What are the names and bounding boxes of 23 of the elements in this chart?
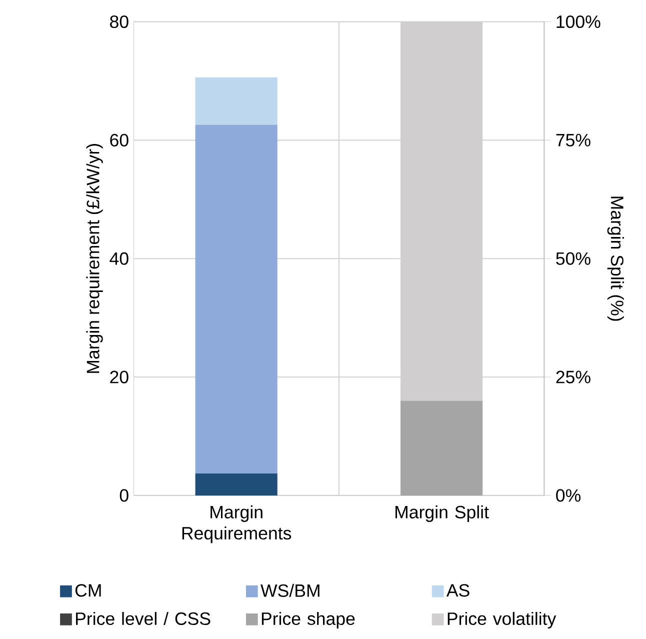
legend-label: Price volatility bbox=[448, 612, 556, 629]
y2-axis-title: Margin Split (%) bbox=[607, 196, 624, 321]
x-tick-label: Margin Split bbox=[396, 505, 489, 522]
y-tick-label: 40 bbox=[110, 252, 128, 265]
y2-tick-label: 75% bbox=[556, 134, 590, 147]
bar bbox=[195, 78, 278, 125]
legend-label: WS/BM bbox=[260, 584, 320, 598]
y-tick-label: 80 bbox=[110, 16, 128, 28]
x-tick-label: Margin Requirements bbox=[182, 505, 292, 544]
y-axis-title: Margin requirement (£/kW/yr) bbox=[86, 144, 103, 373]
bar bbox=[195, 474, 278, 496]
y-tick-label: 20 bbox=[110, 370, 128, 384]
y2-tick-label: 50% bbox=[556, 252, 590, 265]
y-tick-label: 60 bbox=[110, 134, 128, 147]
legend-label: Price shape bbox=[262, 612, 355, 629]
bar bbox=[195, 124, 278, 474]
y2-tick-label: 25% bbox=[556, 370, 590, 384]
y2-tick-label: 0% bbox=[556, 489, 580, 502]
legend-label: CM bbox=[75, 584, 101, 597]
y-tick-label: 0 bbox=[120, 489, 128, 502]
legend-label: Price level / CSS bbox=[76, 612, 210, 626]
legend-label: AS bbox=[446, 584, 470, 597]
y2-tick-label: 100% bbox=[556, 16, 600, 28]
